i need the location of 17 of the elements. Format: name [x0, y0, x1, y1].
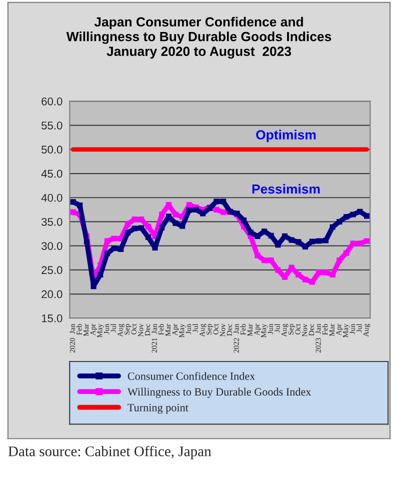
annotation: Optimism	[256, 130, 316, 142]
y-tick-label: 45.0	[41, 170, 62, 178]
legend-label: Willingness to Buy Durable Goods Index	[127, 388, 312, 398]
y-tick-label: 30.0	[42, 242, 62, 250]
y-tick-label: 20.0	[42, 290, 62, 298]
y-tick-label: 60.0	[42, 97, 62, 106]
legend-label: Consumer Confidence Index	[128, 372, 256, 380]
y-tick-label: 50.0	[42, 146, 62, 154]
source-note: Data source: Cabinet Office, Japan	[8, 446, 212, 460]
chart-title: Japan Consumer Confidence and Willingness to Buy Durable Goods Indices January 2020 to August 2023	[66, 16, 332, 59]
y-tick-label: 25.0	[42, 266, 62, 274]
y-tick-label: 35.0	[42, 218, 62, 226]
y-tick-label: 55.0	[42, 122, 62, 130]
annotation: Pessimism	[252, 184, 320, 194]
legend-label: Turning point	[128, 404, 188, 414]
y-tick-label: 15.0	[42, 314, 62, 322]
y-tick-label: 40.0	[41, 194, 62, 202]
